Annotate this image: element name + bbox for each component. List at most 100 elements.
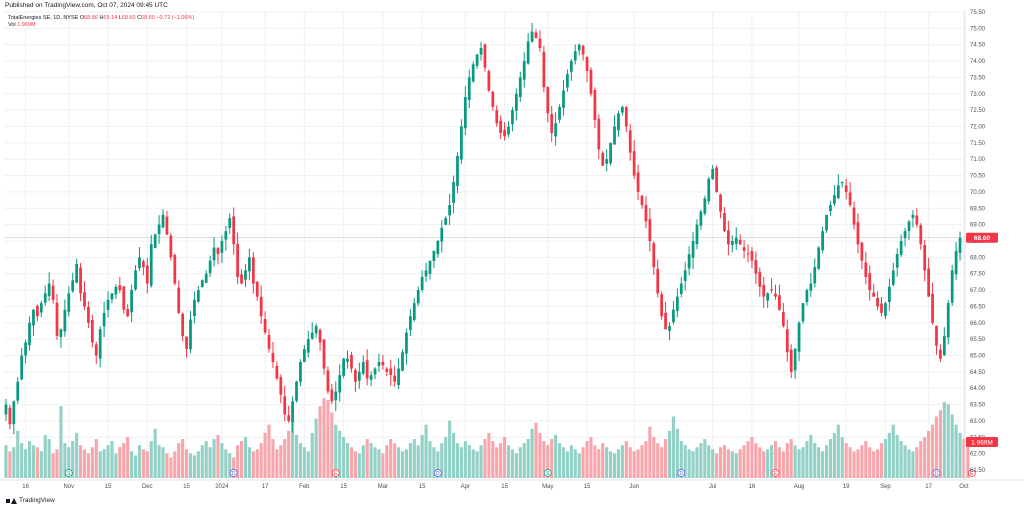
- candle-body: [758, 271, 762, 287]
- candle-body: [766, 293, 770, 301]
- candle-body: [251, 257, 255, 284]
- candle-body: [381, 361, 385, 366]
- candle-body: [55, 302, 59, 336]
- y-tick-label: 75.00: [970, 26, 986, 32]
- volume-bar: [334, 424, 338, 478]
- last-price-label: 68.60: [974, 235, 991, 242]
- candle-body: [244, 270, 247, 280]
- candle-body: [503, 129, 506, 137]
- candle-body: [475, 54, 479, 66]
- candle-body: [538, 38, 542, 48]
- candle-body: [463, 97, 467, 129]
- event-marker-d[interactable]: [932, 469, 941, 477]
- candle-body: [589, 69, 593, 94]
- volume-bar: [852, 451, 856, 478]
- candle-body: [895, 254, 899, 268]
- volume-bar: [860, 445, 864, 478]
- volume-bar: [656, 443, 660, 478]
- close-label: C: [137, 15, 142, 21]
- volume-bar: [722, 445, 727, 478]
- volume-bar: [946, 404, 950, 478]
- volume-bar: [958, 432, 962, 478]
- volume-bar: [381, 453, 385, 478]
- event-marker-d[interactable]: [229, 469, 238, 477]
- candle-body: [354, 370, 357, 382]
- candle-body: [703, 198, 707, 214]
- time-axis[interactable]: 16 Nov 15 Dec 15 2024 17 Feb 15 Mar 15 Apr 15 May 15 Ju…: [0, 479, 1024, 490]
- candle-body: [530, 31, 534, 42]
- volume-bar: [879, 443, 884, 478]
- event-marker-s[interactable]: [64, 469, 73, 477]
- candle-body: [601, 152, 605, 166]
- volume-bar: [781, 451, 785, 478]
- volume-bar: [660, 447, 664, 478]
- candle-body: [169, 235, 173, 258]
- event-marker-d[interactable]: [433, 469, 442, 477]
- event-marker-e[interactable]: [331, 469, 340, 477]
- candle-body: [444, 218, 448, 225]
- volume-bar: [275, 449, 279, 478]
- candle-body: [432, 250, 436, 261]
- volume-bar: [624, 441, 628, 478]
- volume-bar: [224, 449, 228, 478]
- candle-body: [860, 242, 864, 261]
- volume-bar: [938, 410, 942, 478]
- volume-bar: [911, 451, 915, 478]
- volume-bar: [518, 447, 522, 478]
- candle-body: [291, 401, 294, 423]
- volume-bar: [644, 441, 648, 478]
- close-value: 68.60: [141, 15, 155, 21]
- candle-body: [813, 267, 817, 284]
- volume-bar: [919, 441, 923, 478]
- event-marker-e[interactable]: [967, 469, 976, 477]
- candle-body: [754, 260, 758, 274]
- x-tick-label: 15: [501, 484, 508, 490]
- event-marker-s[interactable]: [543, 469, 552, 477]
- candle-body: [20, 355, 24, 380]
- volume-bar: [585, 441, 589, 478]
- event-marker-letter: D: [436, 471, 440, 477]
- candle-body: [695, 224, 699, 245]
- candle-body: [526, 41, 530, 64]
- y-tick-label: 69.00: [970, 223, 986, 229]
- volume-bar: [817, 447, 821, 478]
- candle-body: [797, 322, 801, 352]
- candle-body: [907, 221, 911, 231]
- candle-body: [334, 391, 338, 401]
- candle-body: [915, 215, 919, 225]
- candle-body: [958, 237, 962, 253]
- volume-bar: [554, 434, 558, 478]
- volume-bar: [287, 430, 291, 478]
- x-tick-label: Nov: [63, 484, 74, 490]
- tradingview-brand[interactable]: TradingView: [6, 497, 55, 504]
- volume-bar: [459, 447, 463, 478]
- volume-bar: [954, 424, 958, 478]
- candle-body: [923, 245, 927, 271]
- volume-bar: [94, 439, 98, 478]
- volume-bar: [82, 449, 87, 478]
- x-tick-label: Dec: [142, 484, 153, 490]
- volume-bar: [620, 445, 624, 478]
- candle-body: [283, 396, 287, 415]
- candle-body: [90, 320, 94, 343]
- candle-body: [350, 354, 353, 369]
- price-axis[interactable]: 75.50 75.00 74.50 74.00 73.50 73.00 72.50 72.00…: [964, 10, 998, 480]
- volume-bar: [589, 436, 593, 478]
- event-marker-letter: E: [334, 471, 338, 477]
- candle-body: [546, 86, 550, 114]
- candle-body: [165, 216, 169, 235]
- event-marker-d[interactable]: [677, 469, 686, 477]
- x-tick-label: Oct: [959, 484, 969, 490]
- candle-body: [727, 230, 730, 245]
- candle-body: [361, 362, 365, 374]
- volume-bar: [632, 451, 636, 478]
- candle-body: [236, 243, 239, 277]
- event-marker-e[interactable]: [771, 469, 780, 477]
- candle-body: [346, 358, 349, 362]
- candle-body: [562, 90, 565, 108]
- candle-body: [652, 243, 656, 268]
- candle-body: [416, 290, 420, 304]
- volume-bar: [930, 424, 935, 478]
